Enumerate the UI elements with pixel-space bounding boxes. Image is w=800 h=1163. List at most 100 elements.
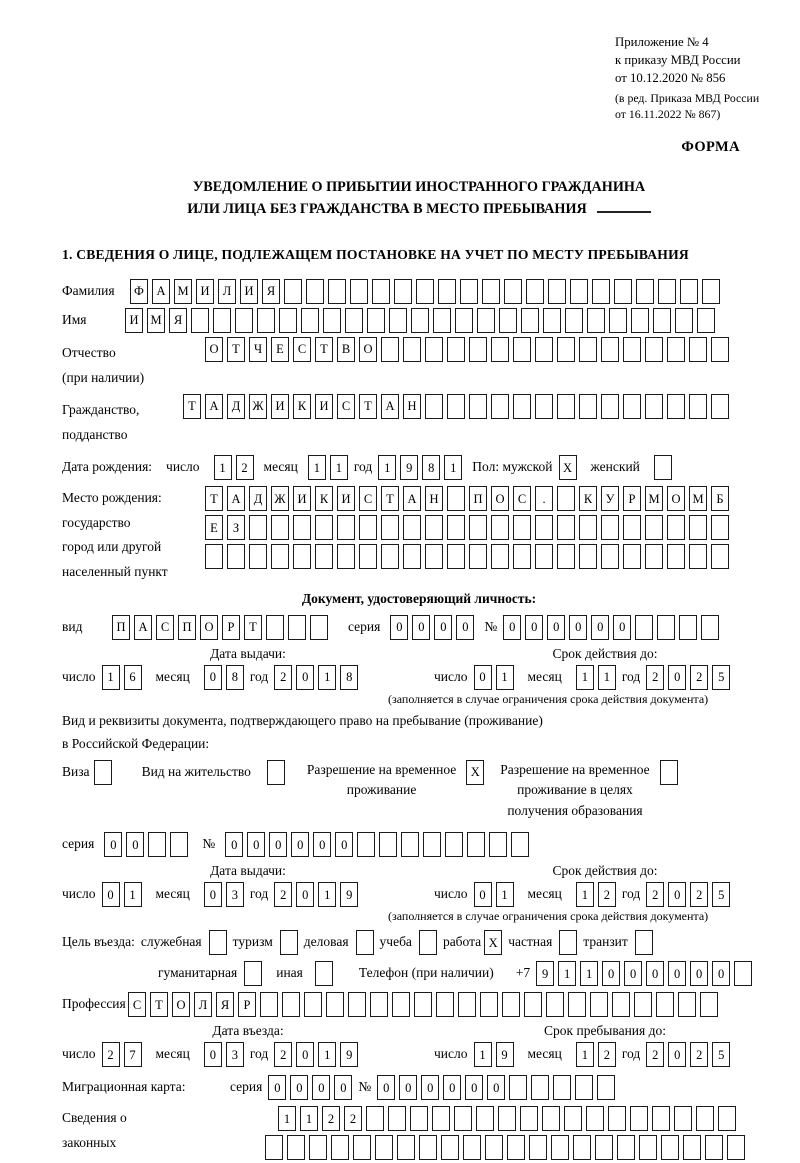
day-label: число <box>434 1046 468 1062</box>
sex-male-checkbox: X <box>558 455 577 481</box>
char-cell <box>683 1135 701 1161</box>
char-cell: 8 <box>225 664 244 690</box>
temp-residence-label: Разрешение на временное проживание <box>306 761 457 798</box>
legal-reps-cells-row2 <box>265 1135 745 1161</box>
char-cell <box>282 992 300 1018</box>
char-cell: 0 <box>434 614 453 640</box>
char-cell: 2 <box>690 664 709 690</box>
char-cell: 0 <box>203 664 222 690</box>
char-cell <box>592 279 610 304</box>
char-cell <box>476 1106 494 1132</box>
char-cell <box>617 1135 635 1161</box>
issue-date-heading: Дата выдачи: <box>210 645 286 661</box>
char-cell <box>419 1135 437 1161</box>
char-cell <box>326 992 344 1018</box>
month-label: месяц <box>155 886 190 902</box>
char-cell <box>381 515 399 541</box>
char-cell <box>513 515 531 541</box>
char-cell <box>645 337 663 362</box>
char-cell <box>372 279 390 304</box>
year-label: год <box>621 668 641 684</box>
char-cell: 1 <box>329 455 348 481</box>
char-cell <box>491 544 509 570</box>
char-cell: 1 <box>318 1042 337 1068</box>
visa-label: Виза <box>62 763 90 779</box>
char-cell <box>310 614 328 640</box>
char-cell <box>148 832 167 858</box>
char-cell <box>455 308 473 333</box>
purpose-private: частная <box>508 930 578 956</box>
char-cell <box>520 1106 538 1132</box>
char-cell <box>293 544 311 570</box>
char-cell <box>678 992 696 1018</box>
char-cell: 0 <box>503 614 522 640</box>
char-cell: 2 <box>274 1042 293 1068</box>
char-cell: 2 <box>274 882 293 908</box>
citizenship-label: Гражданство, подданство <box>62 394 183 447</box>
title-blank-underline <box>596 199 651 214</box>
char-cell <box>403 544 421 570</box>
char-cell <box>702 279 720 304</box>
birth-date-label: Дата рождения: <box>62 459 153 475</box>
birth-place-city-label-line1: город или другой <box>62 539 162 555</box>
char-cell: П <box>469 486 487 512</box>
char-cell <box>388 1106 406 1132</box>
char-cell: 9 <box>340 1042 359 1068</box>
char-cell: 0 <box>313 832 332 858</box>
purpose-study: учеба <box>380 930 437 956</box>
char-cell: Д <box>249 486 267 512</box>
char-cell: Е <box>271 337 289 362</box>
char-cell <box>367 308 385 333</box>
char-cell: С <box>359 486 377 512</box>
char-cell <box>590 992 608 1018</box>
char-cell <box>454 1106 472 1132</box>
char-cell: В <box>337 337 355 362</box>
option-residence-permit: Вид на жительство <box>142 759 285 785</box>
entry-date-heading: Дата въезда: <box>212 1023 284 1039</box>
char-cell: Ф <box>130 279 148 304</box>
char-cell <box>403 337 421 362</box>
char-cell <box>631 308 649 333</box>
year-label: год <box>249 1046 269 1062</box>
char-cell <box>711 337 729 362</box>
char-cell <box>499 308 517 333</box>
char-cell: К <box>315 486 333 512</box>
char-cell: 1 <box>473 1042 492 1068</box>
option-temp-residence: Разрешение на временное проживание X <box>306 759 485 802</box>
char-cell <box>711 515 729 541</box>
char-cell <box>389 308 407 333</box>
char-cell <box>447 515 465 541</box>
char-cell <box>353 1135 371 1161</box>
char-cell <box>469 544 487 570</box>
form-title-line1: УВЕДОМЛЕНИЕ О ПРИБЫТИИ ИНОСТРАННОГО ГРАЖ… <box>192 178 646 195</box>
purpose-humanitarian: гуманитарная <box>158 961 263 987</box>
purpose-study-checkbox <box>418 930 437 956</box>
residence-doc-intro-line2: в Российской Федерации: <box>62 735 210 751</box>
char-cell: 9 <box>536 961 555 987</box>
char-cell: О <box>359 337 377 362</box>
char-cell <box>542 1106 560 1132</box>
char-cell <box>675 308 693 333</box>
char-cell <box>630 1106 648 1132</box>
purpose-work-checkbox: X <box>484 930 503 956</box>
char-cell <box>609 308 627 333</box>
char-cell: 3 <box>225 882 244 908</box>
name-label: Имя <box>62 312 87 327</box>
char-cell: . <box>535 486 553 512</box>
char-cell: 0 <box>473 664 492 690</box>
char-cell: М <box>174 279 192 304</box>
char-cell <box>306 279 324 304</box>
char-cell: 1 <box>300 1106 318 1132</box>
day-label: число <box>166 459 200 475</box>
option-temp-residence-education: Разрешение на временное проживание в цел… <box>500 759 678 823</box>
issue-date-heading: Дата выдачи: <box>210 863 286 879</box>
char-cell <box>623 394 641 420</box>
char-cell: 5 <box>712 882 731 908</box>
char-cell: 0 <box>335 832 354 858</box>
char-cell <box>546 992 564 1018</box>
